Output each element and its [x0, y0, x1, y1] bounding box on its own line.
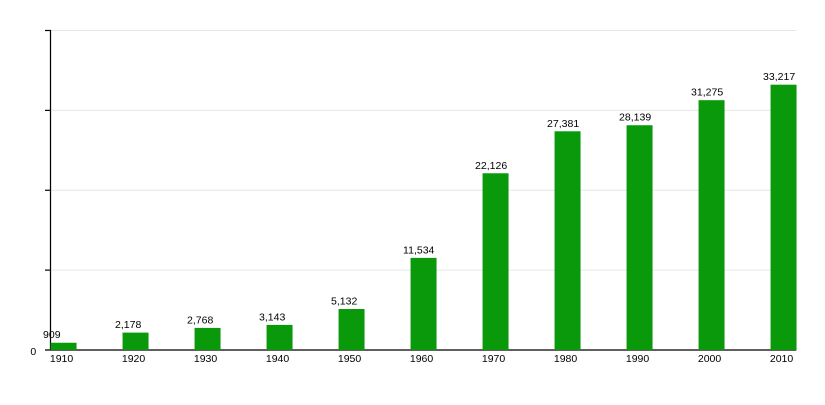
svg-text:31,275: 31,275	[691, 87, 723, 99]
svg-text:1920: 1920	[122, 353, 146, 365]
svg-text:0: 0	[30, 346, 36, 358]
svg-text:2,768: 2,768	[187, 314, 213, 326]
svg-text:2010: 2010	[770, 353, 794, 365]
svg-text:11,534: 11,534	[403, 244, 434, 256]
svg-text:1960: 1960	[410, 353, 434, 365]
svg-text:2,178: 2,178	[115, 319, 141, 331]
svg-text:27,381: 27,381	[547, 118, 579, 130]
svg-text:1910: 1910	[50, 353, 74, 365]
svg-text:5,132: 5,132	[331, 296, 357, 308]
svg-text:3,143: 3,143	[259, 311, 285, 323]
svg-text:1930: 1930	[194, 353, 218, 365]
svg-text:1990: 1990	[626, 353, 650, 365]
svg-text:2000: 2000	[698, 353, 722, 365]
svg-text:909: 909	[43, 329, 61, 341]
svg-text:22,126: 22,126	[475, 160, 507, 172]
svg-text:1980: 1980	[554, 353, 578, 365]
svg-text:33,217: 33,217	[763, 71, 795, 83]
svg-text:1970: 1970	[482, 353, 506, 365]
svg-text:28,139: 28,139	[619, 112, 651, 124]
svg-text:1950: 1950	[338, 353, 362, 365]
svg-text:1940: 1940	[266, 353, 290, 365]
